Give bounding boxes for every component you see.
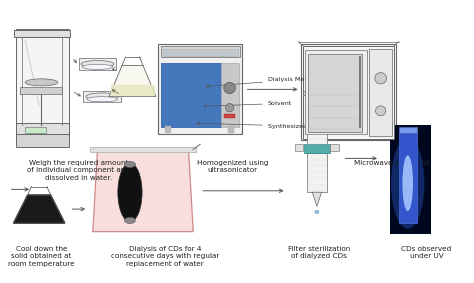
- Bar: [16, 29, 70, 125]
- Bar: [399, 127, 417, 133]
- Text: Microwave at  700 W: Microwave at 700 W: [354, 160, 429, 166]
- Polygon shape: [312, 192, 321, 206]
- Bar: [303, 91, 331, 95]
- Bar: [165, 126, 171, 133]
- Bar: [163, 49, 237, 55]
- Bar: [161, 63, 221, 127]
- Ellipse shape: [391, 138, 424, 229]
- Text: Cool down the
solid obtained at
room temperature: Cool down the solid obtained at room tem…: [8, 246, 75, 267]
- Ellipse shape: [81, 61, 114, 68]
- Ellipse shape: [25, 79, 58, 86]
- Bar: [295, 144, 303, 151]
- Bar: [307, 104, 327, 144]
- Ellipse shape: [82, 64, 113, 69]
- Text: Homogenized using
ultrasonicator: Homogenized using ultrasonicator: [197, 160, 269, 173]
- Bar: [79, 58, 116, 70]
- Text: Dialysis of CDs for 4
consecutive days with regular
replacement of water: Dialysis of CDs for 4 consecutive days w…: [111, 246, 219, 267]
- Ellipse shape: [125, 161, 136, 168]
- Bar: [16, 134, 70, 147]
- Bar: [91, 147, 196, 152]
- Bar: [16, 123, 70, 136]
- Ellipse shape: [87, 97, 118, 102]
- Bar: [330, 144, 339, 151]
- Bar: [301, 44, 396, 140]
- Bar: [225, 114, 235, 117]
- Ellipse shape: [315, 210, 319, 214]
- Bar: [161, 46, 240, 57]
- Text: Solvent: Solvent: [204, 101, 292, 108]
- Bar: [14, 30, 71, 37]
- Polygon shape: [13, 195, 65, 223]
- Bar: [25, 127, 46, 133]
- Text: Filter sterilization
of dialyzed CDs: Filter sterilization of dialyzed CDs: [288, 246, 350, 259]
- Bar: [304, 144, 330, 153]
- Ellipse shape: [375, 73, 386, 84]
- Bar: [20, 87, 63, 94]
- Text: CDs observed
under UV: CDs observed under UV: [401, 246, 452, 259]
- Ellipse shape: [226, 104, 234, 112]
- Ellipse shape: [402, 155, 413, 211]
- Ellipse shape: [375, 106, 386, 116]
- Bar: [305, 50, 366, 134]
- Bar: [308, 54, 362, 132]
- Bar: [307, 153, 327, 192]
- Bar: [369, 49, 392, 136]
- Bar: [83, 91, 121, 102]
- Bar: [314, 95, 319, 104]
- Bar: [221, 63, 239, 127]
- Text: Dialysis Membrane: Dialysis Membrane: [206, 77, 329, 87]
- Bar: [158, 44, 242, 134]
- Ellipse shape: [86, 93, 118, 100]
- Bar: [399, 133, 417, 223]
- Polygon shape: [109, 65, 156, 97]
- Ellipse shape: [118, 163, 142, 222]
- Ellipse shape: [224, 82, 236, 94]
- Bar: [399, 133, 417, 223]
- Bar: [390, 125, 431, 234]
- Bar: [303, 46, 394, 139]
- Polygon shape: [93, 150, 193, 231]
- Text: Synthesized CDs: Synthesized CDs: [197, 122, 322, 128]
- Ellipse shape: [125, 217, 136, 224]
- Bar: [228, 126, 234, 133]
- Text: Weigh the required amount
of individual component and
dissolved in water.: Weigh the required amount of individual …: [27, 160, 130, 181]
